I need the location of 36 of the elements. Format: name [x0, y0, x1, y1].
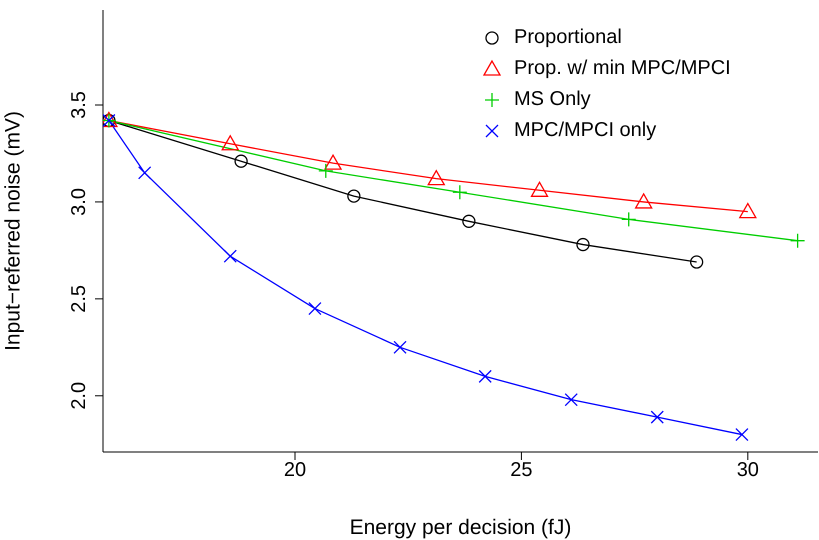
- point: [393, 340, 407, 354]
- point: [234, 154, 248, 168]
- point: [621, 212, 636, 228]
- x-axis-title: Energy per decision (fJ): [350, 516, 572, 539]
- point: [564, 393, 578, 406]
- x-tick-label: 25: [510, 459, 533, 482]
- x-tick-label: 30: [736, 459, 759, 482]
- y-tick-label: 2.0: [68, 382, 90, 410]
- y-tick-label: 3.0: [68, 188, 90, 216]
- legend-label: MPC/MPCI only: [514, 119, 656, 142]
- point: [735, 428, 749, 442]
- legend-label: Proportional: [514, 26, 622, 49]
- y-tick-label: 3.5: [68, 91, 90, 119]
- point: [428, 170, 445, 186]
- point: [462, 214, 476, 228]
- point: [224, 250, 237, 263]
- x-tick-label: 20: [284, 459, 306, 482]
- point: [478, 370, 492, 384]
- point: [790, 233, 806, 248]
- point: [222, 135, 239, 150]
- legend-label: Prop. w/ min MPC/MPCI: [514, 57, 731, 80]
- point: [138, 166, 152, 180]
- point: [576, 238, 590, 252]
- point: [452, 184, 468, 200]
- y-tick-label: 2.5: [68, 284, 90, 313]
- y-axis-title: Input−referred noise (mV): [1, 111, 24, 351]
- point: [690, 255, 704, 269]
- legend-label: MS Only: [514, 88, 591, 111]
- point: [739, 202, 756, 218]
- point: [324, 154, 342, 170]
- point: [318, 163, 334, 179]
- point: [347, 189, 361, 203]
- point: [650, 410, 664, 424]
- point: [635, 193, 652, 209]
- point: [530, 182, 548, 197]
- point: [308, 302, 322, 316]
